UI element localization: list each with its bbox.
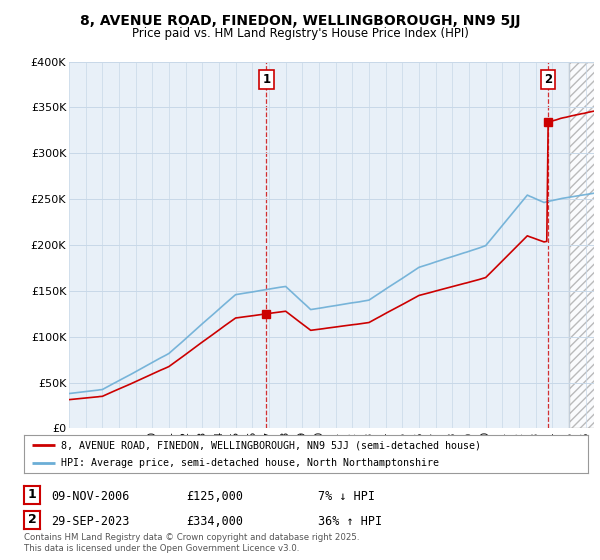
Text: 8, AVENUE ROAD, FINEDON, WELLINGBOROUGH, NN9 5JJ: 8, AVENUE ROAD, FINEDON, WELLINGBOROUGH,… xyxy=(80,14,520,28)
Text: 1: 1 xyxy=(28,488,37,501)
Text: 7% ↓ HPI: 7% ↓ HPI xyxy=(318,490,375,503)
Text: 36% ↑ HPI: 36% ↑ HPI xyxy=(318,515,382,529)
Bar xyxy=(569,62,600,428)
Text: £334,000: £334,000 xyxy=(186,515,243,529)
Text: Price paid vs. HM Land Registry's House Price Index (HPI): Price paid vs. HM Land Registry's House … xyxy=(131,27,469,40)
Text: 2: 2 xyxy=(544,73,552,86)
Text: 2: 2 xyxy=(28,514,37,526)
Text: Contains HM Land Registry data © Crown copyright and database right 2025.
This d: Contains HM Land Registry data © Crown c… xyxy=(24,533,359,553)
Text: HPI: Average price, semi-detached house, North Northamptonshire: HPI: Average price, semi-detached house,… xyxy=(61,458,439,468)
Text: 8, AVENUE ROAD, FINEDON, WELLINGBOROUGH, NN9 5JJ (semi-detached house): 8, AVENUE ROAD, FINEDON, WELLINGBOROUGH,… xyxy=(61,440,481,450)
Text: £125,000: £125,000 xyxy=(186,490,243,503)
Text: 1: 1 xyxy=(262,73,271,86)
Text: 09-NOV-2006: 09-NOV-2006 xyxy=(51,490,130,503)
Text: 29-SEP-2023: 29-SEP-2023 xyxy=(51,515,130,529)
